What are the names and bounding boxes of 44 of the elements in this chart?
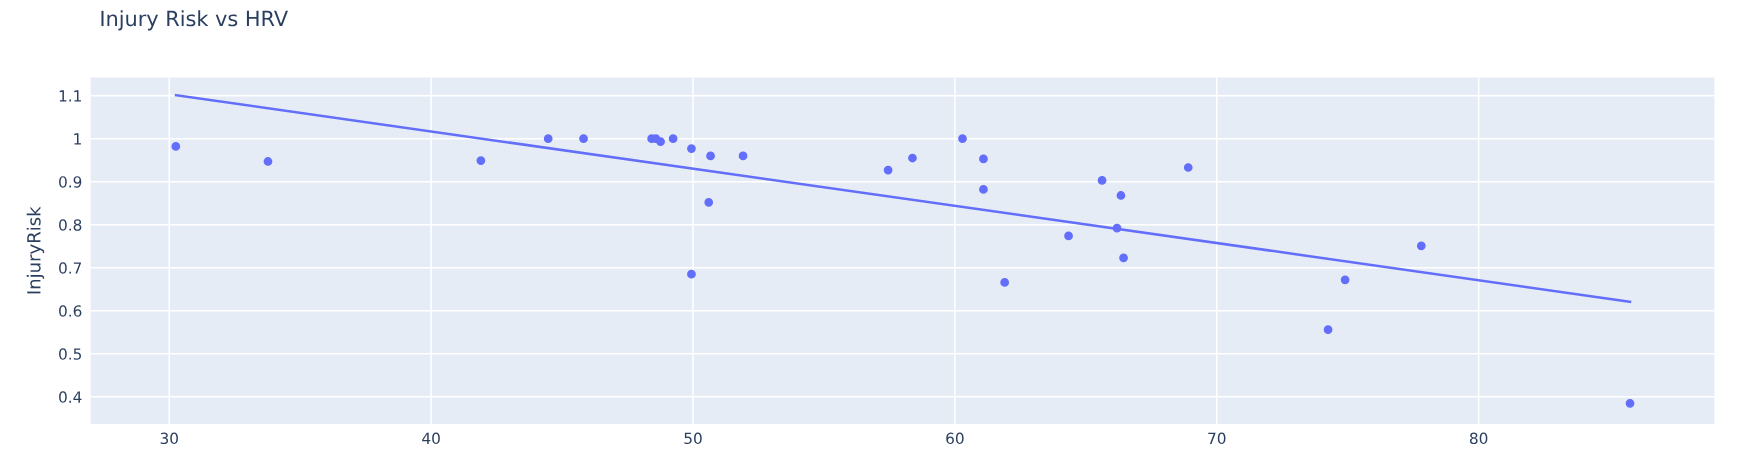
point <box>1323 325 1333 335</box>
y-tick-label: 0.6 <box>59 305 82 317</box>
y-tick-label: 0.9 <box>59 176 82 188</box>
point <box>579 134 588 144</box>
point <box>668 134 678 144</box>
point <box>979 185 988 194</box>
point <box>1340 275 1350 285</box>
point <box>687 269 696 279</box>
point <box>1625 398 1635 408</box>
y-tick-label: 0.4 <box>59 391 82 403</box>
point <box>1112 223 1122 233</box>
y-tick-label: 1 <box>74 133 81 145</box>
y-axis-title: InjuryRisk <box>26 206 45 294</box>
point <box>1064 231 1073 241</box>
point <box>738 151 748 161</box>
point <box>1000 278 1010 287</box>
x-tick-label: 30 <box>160 432 178 445</box>
point <box>1097 176 1107 185</box>
point <box>476 156 486 165</box>
point <box>1119 253 1128 263</box>
point <box>704 197 714 207</box>
y-tick-label: 0.7 <box>59 262 82 274</box>
y-tick-label: 1.1 <box>59 90 81 102</box>
point <box>706 151 715 161</box>
point <box>263 157 273 166</box>
y-tick-label: 0.8 <box>59 219 82 231</box>
x-tick-label: 40 <box>422 432 440 445</box>
x-tick-label: 60 <box>946 432 964 445</box>
point <box>1416 241 1426 251</box>
point <box>543 134 553 144</box>
x-tick-label: 80 <box>1469 432 1488 445</box>
point <box>979 154 988 164</box>
chart-title: Injury Risk vs HRV <box>101 10 288 31</box>
point <box>171 142 181 151</box>
point <box>958 134 967 144</box>
point <box>883 165 893 175</box>
x-tick-label: 50 <box>684 432 702 445</box>
point <box>656 137 665 147</box>
point <box>1183 163 1193 172</box>
y-tick-label: 0.5 <box>59 348 82 360</box>
point <box>687 144 696 153</box>
point <box>908 153 917 163</box>
x-tick-label: 70 <box>1208 432 1226 445</box>
point <box>1116 191 1126 200</box>
